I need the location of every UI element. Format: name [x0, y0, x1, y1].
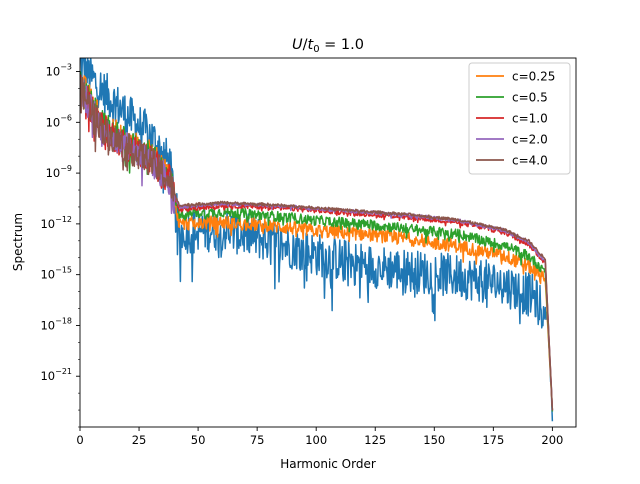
x-tick-label: 50	[191, 433, 206, 447]
title-subscript: 0	[313, 44, 319, 55]
y-tick-label: 10−15	[40, 266, 72, 282]
title-rest: = 1.0	[320, 37, 364, 53]
chart-title: U/t0 = 1.0	[292, 37, 364, 55]
y-tick-label: 10−12	[40, 215, 72, 231]
legend-label: c=0.5	[512, 91, 548, 105]
legend: c=0.25 c=0.5 c=1.0 c=2.0 c=4.0	[468, 62, 571, 175]
y-axis: 10−3 10−6 10−9 10−12 10−15 10−18 10−21	[40, 63, 80, 428]
title-var-u: U	[292, 37, 303, 53]
legend-label: c=0.25	[512, 70, 555, 84]
legend-box	[468, 62, 571, 175]
legend-label: c=1.0	[512, 112, 548, 126]
x-tick-label: 125	[364, 433, 386, 447]
x-tick-label: 75	[250, 433, 265, 447]
y-tick-label: 10−18	[40, 316, 72, 332]
legend-label: c=4.0	[512, 154, 548, 168]
x-axis-label: Harmonic Order	[280, 457, 376, 471]
x-tick-label: 100	[305, 433, 327, 447]
x-axis: 0 25 50 75 100 125 150 175 200	[76, 427, 563, 447]
title-var-t: t	[308, 37, 315, 53]
y-tick-label: 10−3	[46, 63, 72, 79]
x-tick-label: 0	[76, 433, 83, 447]
plot-frame	[79, 57, 577, 428]
y-axis-label: Spectrum	[11, 213, 25, 271]
title-slash: /	[303, 37, 308, 53]
x-tick-label: 175	[482, 433, 504, 447]
x-tick-label: 200	[541, 433, 563, 447]
y-tick-label: 10−9	[46, 164, 72, 180]
legend-label: c=2.0	[512, 133, 548, 147]
series-layer	[80, 58, 554, 422]
series-line	[80, 76, 554, 411]
y-tick-label: 10−6	[46, 113, 72, 129]
y-tick-label: 10−21	[40, 367, 72, 383]
x-tick-label: 150	[423, 433, 445, 447]
x-tick-label: 25	[132, 433, 147, 447]
